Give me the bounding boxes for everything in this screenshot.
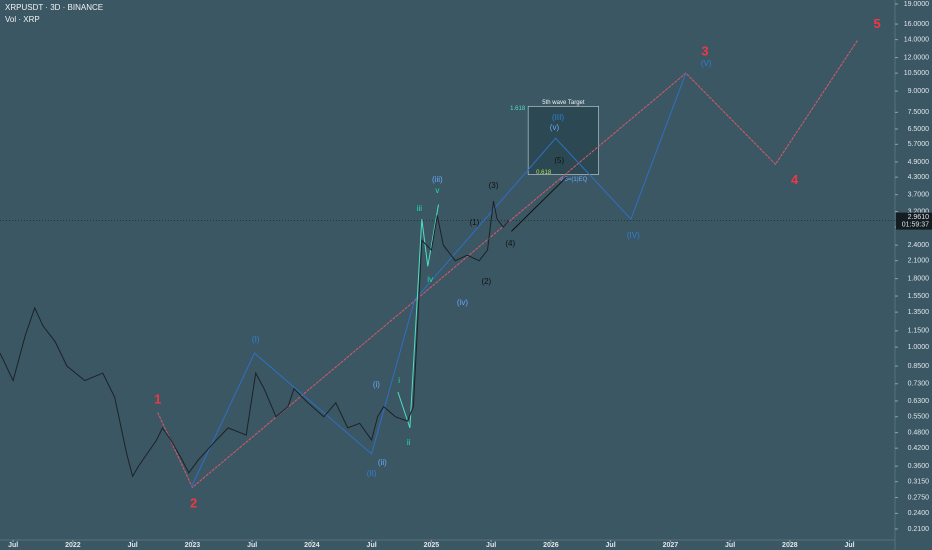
- x-tick-label: Jul: [725, 542, 735, 549]
- wave-label: (ii): [378, 458, 387, 467]
- wave-label: (I): [252, 335, 260, 344]
- wave-label: iii: [417, 204, 423, 213]
- wave-label: (II): [367, 469, 377, 478]
- wave-label: (V): [701, 59, 712, 68]
- x-tick-label: 2025: [424, 542, 440, 549]
- y-tick-label: 9.0000: [908, 88, 930, 95]
- target-title: 5th wave Target: [542, 100, 585, 106]
- x-tick-label: 2028: [782, 542, 798, 549]
- wave-label: (1): [469, 218, 479, 227]
- y-tick-label: 10.5000: [904, 70, 929, 77]
- y-tick-label: 12.0000: [904, 54, 929, 61]
- wave-line: [190, 72, 687, 488]
- wave-line: [511, 176, 567, 232]
- chart-title: XRPUSDT · 3D · BINANCE: [5, 3, 103, 12]
- wave-label: i: [398, 376, 400, 385]
- wave-label: (iii): [432, 175, 443, 184]
- y-tick-label: 1.0000: [908, 344, 930, 351]
- y-tick-label: 3.2000: [908, 208, 930, 215]
- x-tick-label: Jul: [8, 542, 18, 549]
- last-price-box: [896, 212, 932, 230]
- y-tick-label: 0.7300: [908, 381, 930, 388]
- y-tick-label: 0.3600: [908, 463, 930, 470]
- wave-label: (4): [505, 239, 515, 248]
- y-tick-label: 0.2100: [908, 526, 930, 533]
- y-tick-label: 0.4800: [908, 429, 930, 436]
- wave-label: (3): [489, 181, 499, 190]
- y-tick-label: 2.4000: [908, 242, 930, 249]
- y-tick-label: 1.5500: [908, 293, 930, 300]
- y-tick-label: 14.0000: [904, 36, 929, 43]
- wave-label: v: [435, 186, 439, 195]
- y-tick-label: 0.4200: [908, 445, 930, 452]
- wave-label: 1: [154, 391, 161, 406]
- wave-label: ii: [407, 438, 411, 447]
- y-tick-label: 0.8500: [908, 363, 930, 370]
- last-price-label: 2.9610: [908, 214, 930, 221]
- y-tick-label: 19.0000: [904, 1, 929, 8]
- wave-label: iv: [427, 275, 433, 284]
- y-tick-label: 0.6300: [908, 398, 930, 405]
- target-top-label: 1.618: [510, 106, 526, 112]
- wave-label: 3: [701, 43, 708, 58]
- x-tick-label: Jul: [247, 542, 257, 549]
- y-tick-label: 0.2400: [908, 510, 930, 517]
- y-tick-label: 0.2750: [908, 494, 930, 501]
- target-bottom-label: 0.618: [536, 170, 552, 176]
- x-tick-label: Jul: [128, 542, 138, 549]
- target-box: [527, 105, 599, 175]
- x-tick-label: Jul: [606, 542, 616, 549]
- x-tick-label: 2023: [185, 542, 201, 549]
- wave-label: (iv): [457, 298, 468, 307]
- y-tick-label: 16.0000: [904, 21, 929, 28]
- target-note: w5=(1)EQ: [559, 177, 588, 183]
- plot-area: [0, 0, 895, 540]
- y-tick-label: 2.1000: [908, 258, 930, 265]
- x-tick-label: 2026: [543, 542, 559, 549]
- y-tick-label: 5.7000: [908, 141, 930, 148]
- y-tick-label: 0.5500: [908, 414, 930, 421]
- y-tick-label: 0.3150: [908, 479, 930, 486]
- y-tick-label: 1.1500: [908, 328, 930, 335]
- y-tick-label: 1.3500: [908, 309, 930, 316]
- x-tick-label: Jul: [845, 542, 855, 549]
- wave-label: (5): [554, 156, 564, 165]
- x-tick-label: 2022: [65, 542, 81, 549]
- y-tick-label: 7.5000: [908, 109, 930, 116]
- y-tick-label: 4.9000: [908, 159, 930, 166]
- wave-label: (III): [552, 113, 564, 122]
- x-tick-label: 2027: [663, 542, 679, 549]
- wave-label: 5: [873, 16, 880, 31]
- countdown-label: 01:59:37: [902, 221, 929, 228]
- y-tick-label: 1.8000: [908, 275, 930, 282]
- volume-label: Vol · XRP: [5, 15, 40, 24]
- y-tick-label: 6.5000: [908, 126, 930, 133]
- wave-label: 4: [791, 172, 799, 187]
- wave-label: (2): [481, 277, 491, 286]
- wave-label: 2: [190, 496, 197, 511]
- x-tick-label: Jul: [486, 542, 496, 549]
- price-line: [0, 201, 510, 478]
- wave-label: (i): [373, 380, 380, 389]
- y-tick-label: 3.7000: [908, 192, 930, 199]
- wave-line: [397, 204, 439, 429]
- y-tick-label: 4.3000: [908, 174, 930, 181]
- wave-label: (v): [550, 123, 560, 132]
- wave-label: (IV): [627, 231, 640, 240]
- x-tick-label: 2024: [304, 542, 320, 549]
- x-tick-label: Jul: [367, 542, 377, 549]
